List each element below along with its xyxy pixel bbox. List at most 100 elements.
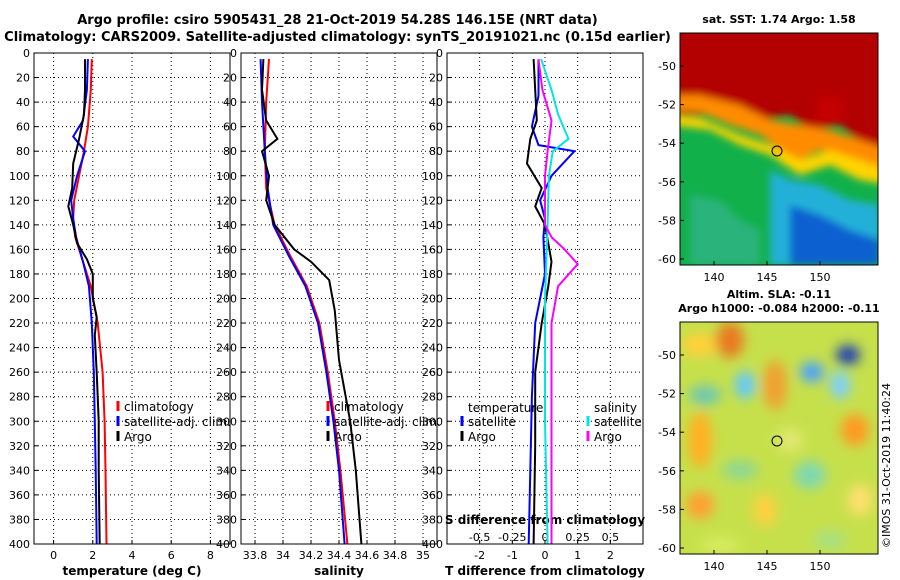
y-tick-label: 120 <box>422 194 443 207</box>
y-tick-label: 180 <box>9 268 30 281</box>
y-tick-label: 160 <box>422 243 443 256</box>
x-tick-label: 0 <box>50 549 57 562</box>
legend-label: satellite <box>594 415 642 429</box>
y-tick-label: 280 <box>422 391 443 404</box>
map-x-tick-label: 150 <box>810 271 831 284</box>
x-axis-label: temperature (deg C) <box>63 564 202 578</box>
x-tick-label: 33.8 <box>243 549 268 562</box>
y-tick-label: 180 <box>216 268 237 281</box>
y-tick-label: 200 <box>216 293 237 306</box>
map-y-tick-label: -60 <box>658 253 676 266</box>
x-tick-label: 35 <box>416 549 430 562</box>
y-tick-label: 140 <box>422 219 443 232</box>
legend-label: satellite-adj. clim. <box>124 415 231 429</box>
y-tick-label: 40 <box>429 96 443 109</box>
y-tick-label: 20 <box>223 72 237 85</box>
y-tick-label: 160 <box>216 243 237 256</box>
sst-argo-location <box>771 145 783 157</box>
legend-label: Argo <box>334 430 362 444</box>
map-title: Altim. SLA: -0.11 <box>727 288 831 301</box>
x-axis-label: salinity <box>314 564 364 578</box>
panel-sal: 0204060801001201401601802002202402602803… <box>216 47 441 578</box>
plot-frame <box>446 52 644 545</box>
y-tick-label: 40 <box>16 96 30 109</box>
legend-title-temperature: temperature <box>468 401 543 415</box>
title-line-2: Climatology: CARS2009. Satellite-adjuste… <box>4 30 671 45</box>
y-tick-label: 260 <box>216 366 237 379</box>
x-top-tick-label: 0.5 <box>602 531 620 544</box>
y-tick-label: 320 <box>422 440 443 453</box>
y-tick-label: 100 <box>9 170 30 183</box>
y-tick-label: 120 <box>9 194 30 207</box>
y-tick-label: 400 <box>9 538 30 551</box>
y-tick-label: 80 <box>16 145 30 158</box>
series-argo <box>260 59 363 545</box>
y-tick-label: 380 <box>216 513 237 526</box>
y-tick-label: 160 <box>9 243 30 256</box>
series-argo <box>67 59 101 545</box>
plot-frame <box>240 52 438 545</box>
y-tick-label: 340 <box>422 464 443 477</box>
map-x-tick-label: 150 <box>810 560 831 573</box>
series-s-satellite <box>540 58 570 545</box>
y-tick-label: 360 <box>9 489 30 502</box>
x-axis-label: T difference from climatology <box>445 564 645 578</box>
x-tick-label: 0 <box>542 549 549 562</box>
y-tick-label: 240 <box>422 342 443 355</box>
map-title: Argo h1000: -0.084 h2000: -0.11 <box>678 302 879 315</box>
y-tick-label: 80 <box>429 145 443 158</box>
x-tick-label: 34.4 <box>327 549 352 562</box>
legend-label: climatology <box>334 400 404 414</box>
y-tick-label: 300 <box>422 415 443 428</box>
y-tick-label: 140 <box>9 219 30 232</box>
map-y-tick-label: -56 <box>658 465 676 478</box>
y-tick-label: 200 <box>422 293 443 306</box>
map-y-tick-label: -54 <box>658 426 676 439</box>
legend-label: Argo <box>124 430 152 444</box>
panel-temp: 0204060801001201401601802002202402602803… <box>9 47 231 578</box>
y-tick-label: 380 <box>9 513 30 526</box>
legend-label: satellite-adj. clim. <box>334 415 441 429</box>
legend-label: Argo <box>594 430 622 444</box>
y-tick-label: 180 <box>422 268 443 281</box>
y-tick-label: 320 <box>216 440 237 453</box>
series-climatology <box>263 59 349 545</box>
legend-label: climatology <box>124 400 194 414</box>
y-tick-label: 320 <box>9 440 30 453</box>
x-tick-label: -2 <box>474 549 485 562</box>
title-line-1: Argo profile: csiro 5905431_28 21-Oct-20… <box>77 13 598 28</box>
y-tick-label: 360 <box>422 489 443 502</box>
y-tick-label: 60 <box>429 121 443 134</box>
x-tick-label: -1 <box>507 549 518 562</box>
y-tick-label: 260 <box>422 366 443 379</box>
x-tick-label: 34 <box>276 549 290 562</box>
y-tick-label: 0 <box>23 47 30 60</box>
y-tick-label: 0 <box>436 47 443 60</box>
map-title: sat. SST: 1.74 Argo: 1.58 <box>702 13 855 26</box>
map-x-tick-label: 140 <box>704 271 725 284</box>
x-tick-label: 6 <box>168 549 175 562</box>
x-tick-label: 4 <box>129 549 136 562</box>
map-y-tick-label: -58 <box>658 214 676 227</box>
legend-label: Argo <box>468 430 496 444</box>
y-tick-label: 340 <box>216 464 237 477</box>
map-y-tick-label: -52 <box>658 99 676 112</box>
map-x-tick-label: 145 <box>757 271 778 284</box>
x-top-tick-label: -0.25 <box>498 531 526 544</box>
series-satellite-adj-clim- <box>259 59 346 545</box>
y-tick-label: 220 <box>422 317 443 330</box>
map-x-tick-label: 145 <box>757 560 778 573</box>
y-tick-label: 220 <box>216 317 237 330</box>
y-tick-label: 360 <box>216 489 237 502</box>
x-top-tick-label: 0 <box>542 531 549 544</box>
y-tick-label: 40 <box>223 96 237 109</box>
sla-argo-location <box>771 435 783 447</box>
y-tick-label: 300 <box>9 415 30 428</box>
y-tick-label: 260 <box>9 366 30 379</box>
watermark: ©IMOS 31-Oct-2019 11:40:24 <box>880 382 893 548</box>
map-y-tick-label: -58 <box>658 503 676 516</box>
x-top-tick-label: 0.25 <box>565 531 590 544</box>
y-tick-label: 280 <box>9 391 30 404</box>
plot-frame <box>33 52 231 545</box>
